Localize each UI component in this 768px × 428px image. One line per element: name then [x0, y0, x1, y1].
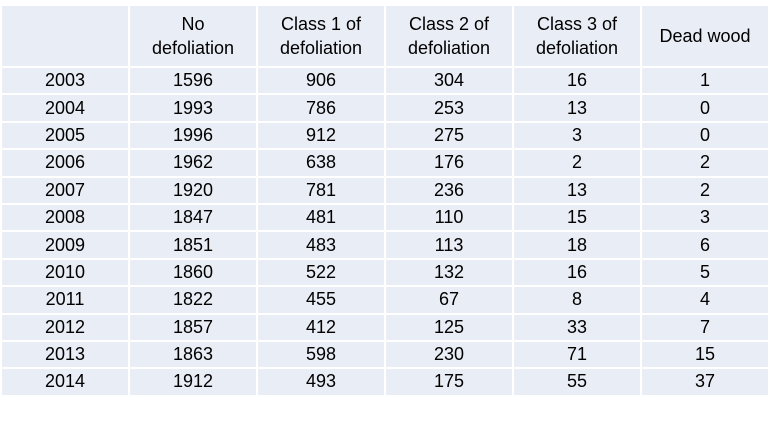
value-cell: 230	[384, 339, 514, 370]
table-header: No defoliation Class 1 of defoliation Clas…	[0, 4, 768, 68]
value-cell: 493	[256, 367, 386, 397]
value-cell: 5	[640, 257, 768, 288]
year-cell: 2010	[0, 257, 130, 288]
value-cell: 0	[640, 120, 768, 151]
year-cell: 2011	[0, 285, 130, 315]
value-cell: 1863	[128, 339, 258, 370]
table-row: 2011 1822 455 67 8 4	[0, 285, 768, 315]
year-cell: 2007	[0, 175, 130, 205]
value-cell: 1993	[128, 93, 258, 123]
value-cell: 13	[512, 93, 642, 123]
table-body: 2003 1596 906 304 16 1 2004 1993 786 253 13 0 2005 19…	[0, 65, 768, 397]
value-cell: 4	[640, 285, 768, 315]
column-header: Dead wood	[640, 4, 768, 68]
value-cell: 3	[512, 120, 642, 151]
value-cell: 598	[256, 339, 386, 370]
value-cell: 1920	[128, 175, 258, 205]
value-cell: 8	[512, 285, 642, 315]
value-cell: 37	[640, 367, 768, 397]
table-row: 2009 1851 483 113 18 6	[0, 230, 768, 260]
value-cell: 113	[384, 230, 514, 260]
value-cell: 1857	[128, 312, 258, 342]
value-cell: 16	[512, 65, 642, 96]
value-cell: 1596	[128, 65, 258, 96]
value-cell: 304	[384, 65, 514, 96]
value-cell: 125	[384, 312, 514, 342]
value-cell: 67	[384, 285, 514, 315]
table-row: 2014 1912 493 175 55 37	[0, 367, 768, 397]
value-cell: 906	[256, 65, 386, 96]
value-cell: 2	[640, 148, 768, 178]
value-cell: 412	[256, 312, 386, 342]
value-cell: 3	[640, 202, 768, 233]
table-row: 2006 1962 638 176 2 2	[0, 148, 768, 178]
value-cell: 55	[512, 367, 642, 397]
value-cell: 176	[384, 148, 514, 178]
value-cell: 1851	[128, 230, 258, 260]
defoliation-table: No defoliation Class 1 of defoliation Clas…	[0, 4, 768, 397]
value-cell: 1	[640, 65, 768, 96]
value-cell: 1822	[128, 285, 258, 315]
table-row: 2012 1857 412 125 33 7	[0, 312, 768, 342]
value-cell: 0	[640, 93, 768, 123]
value-cell: 16	[512, 257, 642, 288]
value-cell: 33	[512, 312, 642, 342]
year-cell: 2014	[0, 367, 130, 397]
value-cell: 15	[640, 339, 768, 370]
year-cell: 2005	[0, 120, 130, 151]
value-cell: 481	[256, 202, 386, 233]
value-cell: 15	[512, 202, 642, 233]
table-row: 2003 1596 906 304 16 1	[0, 65, 768, 96]
column-header: Class 2 of defoliation	[384, 4, 514, 68]
value-cell: 483	[256, 230, 386, 260]
value-cell: 1962	[128, 148, 258, 178]
column-header: Class 3 of defoliation	[512, 4, 642, 68]
corner-cell	[0, 4, 130, 68]
value-cell: 175	[384, 367, 514, 397]
value-cell: 781	[256, 175, 386, 205]
value-cell: 18	[512, 230, 642, 260]
value-cell: 6	[640, 230, 768, 260]
value-cell: 1860	[128, 257, 258, 288]
value-cell: 110	[384, 202, 514, 233]
table-row: 2013 1863 598 230 71 15	[0, 339, 768, 370]
value-cell: 638	[256, 148, 386, 178]
table-row: 2005 1996 912 275 3 0	[0, 120, 768, 151]
table-row: 2010 1860 522 132 16 5	[0, 257, 768, 288]
column-header: No defoliation	[128, 4, 258, 68]
year-cell: 2003	[0, 65, 130, 96]
value-cell: 1912	[128, 367, 258, 397]
year-cell: 2009	[0, 230, 130, 260]
value-cell: 253	[384, 93, 514, 123]
value-cell: 71	[512, 339, 642, 370]
value-cell: 7	[640, 312, 768, 342]
value-cell: 275	[384, 120, 514, 151]
year-cell: 2013	[0, 339, 130, 370]
table-row: 2008 1847 481 110 15 3	[0, 202, 768, 233]
year-cell: 2006	[0, 148, 130, 178]
year-cell: 2012	[0, 312, 130, 342]
value-cell: 1996	[128, 120, 258, 151]
value-cell: 786	[256, 93, 386, 123]
table-row: 2004 1993 786 253 13 0	[0, 93, 768, 123]
table-row: 2007 1920 781 236 13 2	[0, 175, 768, 205]
value-cell: 236	[384, 175, 514, 205]
year-cell: 2004	[0, 93, 130, 123]
value-cell: 132	[384, 257, 514, 288]
value-cell: 455	[256, 285, 386, 315]
value-cell: 912	[256, 120, 386, 151]
value-cell: 2	[512, 148, 642, 178]
value-cell: 13	[512, 175, 642, 205]
value-cell: 522	[256, 257, 386, 288]
value-cell: 2	[640, 175, 768, 205]
column-header: Class 1 of defoliation	[256, 4, 386, 68]
value-cell: 1847	[128, 202, 258, 233]
header-row: No defoliation Class 1 of defoliation Clas…	[0, 4, 768, 68]
year-cell: 2008	[0, 202, 130, 233]
